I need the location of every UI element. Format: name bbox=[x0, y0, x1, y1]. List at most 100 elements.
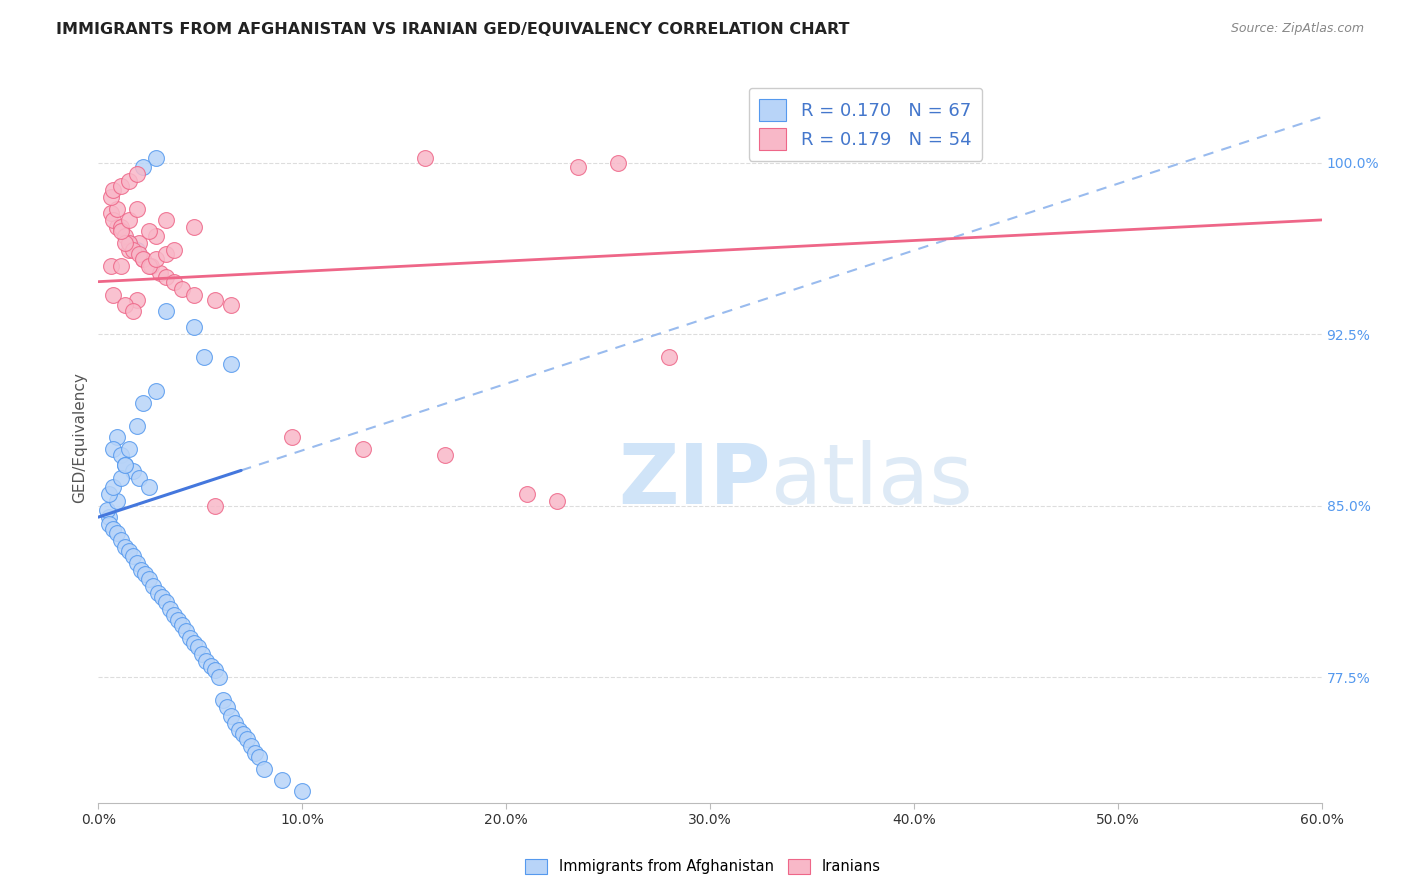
Point bbox=[183, 219, 205, 234]
Point bbox=[105, 430, 128, 444]
Point bbox=[127, 556, 149, 570]
Point bbox=[252, 762, 274, 776]
Point bbox=[100, 259, 122, 273]
Point bbox=[658, 350, 681, 364]
Point bbox=[155, 304, 177, 318]
Point bbox=[97, 516, 120, 531]
Point bbox=[270, 772, 294, 787]
Point bbox=[187, 640, 209, 655]
Point bbox=[128, 247, 150, 261]
Point bbox=[101, 288, 124, 302]
Point bbox=[101, 521, 124, 535]
Legend: R = 0.170   N = 67, R = 0.179   N = 54: R = 0.170 N = 67, R = 0.179 N = 54 bbox=[748, 87, 983, 161]
Point bbox=[163, 275, 186, 289]
Point bbox=[114, 297, 136, 311]
Point bbox=[204, 663, 226, 677]
Point bbox=[114, 228, 136, 243]
Point bbox=[122, 549, 145, 563]
Point bbox=[110, 471, 132, 485]
Point bbox=[211, 693, 233, 707]
Point bbox=[567, 161, 589, 175]
Point bbox=[118, 544, 141, 558]
Point bbox=[352, 442, 374, 456]
Point bbox=[281, 430, 304, 444]
Point bbox=[183, 636, 205, 650]
Point bbox=[118, 235, 141, 250]
Point bbox=[110, 259, 132, 273]
Point bbox=[291, 784, 314, 798]
Point bbox=[138, 259, 160, 273]
Point bbox=[128, 235, 150, 250]
Point bbox=[219, 357, 242, 371]
Legend: Immigrants from Afghanistan, Iranians: Immigrants from Afghanistan, Iranians bbox=[519, 853, 887, 880]
Point bbox=[146, 585, 169, 599]
Point bbox=[132, 252, 155, 266]
Point bbox=[224, 715, 246, 730]
Point bbox=[413, 151, 436, 165]
Point bbox=[114, 540, 136, 554]
Point bbox=[546, 494, 568, 508]
Point bbox=[433, 448, 456, 462]
Point bbox=[127, 293, 149, 307]
Point bbox=[245, 746, 267, 760]
Point bbox=[114, 458, 136, 472]
Point bbox=[145, 228, 167, 243]
Point bbox=[127, 202, 149, 216]
Point bbox=[100, 206, 122, 220]
Point bbox=[110, 224, 132, 238]
Point bbox=[128, 471, 150, 485]
Point bbox=[105, 219, 128, 234]
Point bbox=[204, 293, 226, 307]
Point bbox=[138, 224, 160, 238]
Point bbox=[155, 594, 177, 608]
Point bbox=[134, 567, 156, 582]
Point bbox=[118, 174, 141, 188]
Point bbox=[149, 265, 172, 279]
Point bbox=[215, 699, 238, 714]
Point bbox=[607, 155, 630, 169]
Point bbox=[193, 350, 215, 364]
Point bbox=[118, 235, 141, 250]
Point bbox=[155, 213, 177, 227]
Point bbox=[114, 235, 136, 250]
Point bbox=[110, 533, 132, 547]
Point bbox=[249, 750, 271, 764]
Point bbox=[159, 601, 181, 615]
Point bbox=[122, 243, 145, 257]
Point bbox=[174, 624, 197, 639]
Point bbox=[200, 658, 222, 673]
Point bbox=[170, 617, 193, 632]
Point bbox=[163, 608, 186, 623]
Point bbox=[127, 418, 149, 433]
Point bbox=[228, 723, 250, 737]
Point bbox=[110, 178, 132, 193]
Point bbox=[132, 252, 155, 266]
Point bbox=[208, 670, 231, 684]
Point bbox=[163, 243, 186, 257]
Point bbox=[155, 247, 177, 261]
Point bbox=[516, 487, 538, 501]
Point bbox=[191, 647, 214, 661]
Point bbox=[101, 480, 124, 494]
Point bbox=[97, 510, 120, 524]
Text: ZIP: ZIP bbox=[619, 441, 772, 522]
Point bbox=[236, 731, 259, 746]
Point bbox=[183, 320, 205, 334]
Point bbox=[97, 487, 120, 501]
Text: atlas: atlas bbox=[772, 441, 973, 522]
Point bbox=[145, 252, 167, 266]
Text: Source: ZipAtlas.com: Source: ZipAtlas.com bbox=[1230, 22, 1364, 36]
Point bbox=[101, 183, 124, 197]
Point bbox=[114, 458, 136, 472]
Point bbox=[170, 281, 193, 295]
Point bbox=[219, 297, 242, 311]
Point bbox=[204, 499, 226, 513]
Point bbox=[101, 213, 124, 227]
Point bbox=[105, 526, 128, 541]
Point bbox=[118, 213, 141, 227]
Point bbox=[132, 396, 155, 410]
Point bbox=[138, 572, 160, 586]
Point bbox=[240, 739, 263, 753]
Point bbox=[167, 613, 190, 627]
Point bbox=[195, 654, 218, 668]
